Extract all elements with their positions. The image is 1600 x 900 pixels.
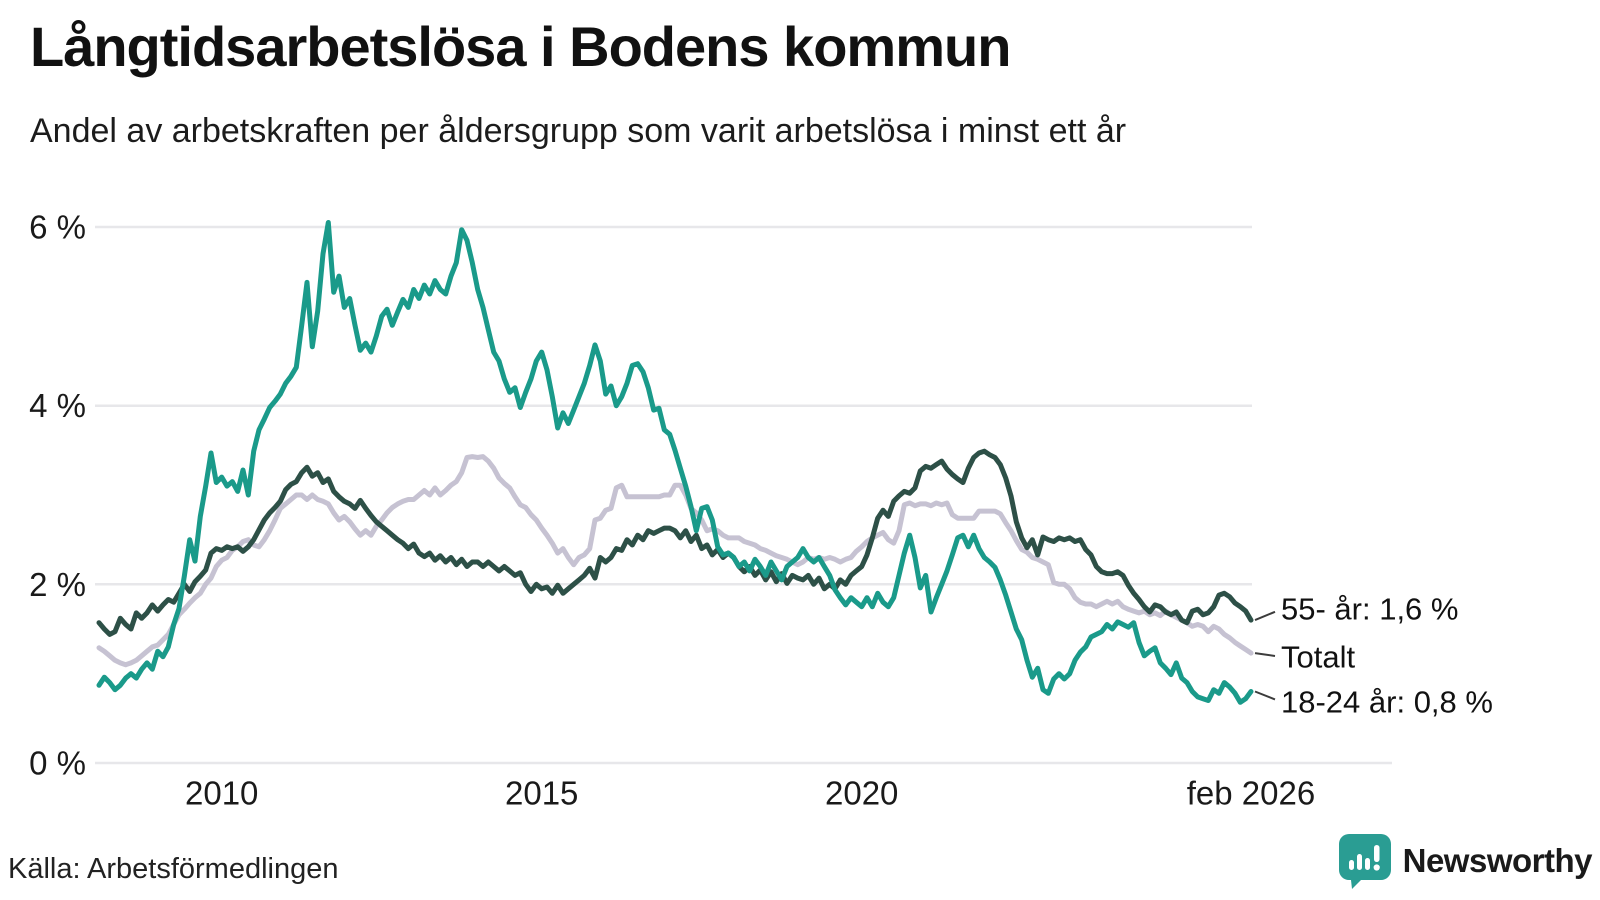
y-axis-label-4pct: 4 % xyxy=(29,387,86,424)
series-line-55-ar xyxy=(96,448,1254,637)
x-axis-label: 2015 xyxy=(505,775,578,812)
source-note: Källa: Arbetsförmedlingen xyxy=(8,853,339,885)
y-axis-label-2pct: 2 % xyxy=(29,566,86,603)
chart-subtitle: Andel av arbetskraften per åldersgrupp s… xyxy=(30,112,1127,150)
y-axis-label-6pct: 6 % xyxy=(29,209,86,246)
label-connector-totalt xyxy=(1254,652,1276,657)
x-axis-label: feb 2026 xyxy=(1187,775,1315,812)
y-axis-label-0pct: 0 % xyxy=(29,745,86,782)
brand-name: Newsworthy xyxy=(1402,842,1593,879)
label-connector-55-ar xyxy=(1254,610,1276,622)
bar-chart-glyph xyxy=(1348,845,1380,871)
series-end-label-totalt: Totalt xyxy=(1281,640,1355,675)
x-axis-label: 2010 xyxy=(185,775,258,812)
label-connector-18-24-ar xyxy=(1254,690,1276,701)
newsworthy-icon xyxy=(1338,834,1391,889)
page-title: Långtidsarbetslösa i Bodens kommun xyxy=(30,15,1011,78)
series-end-label-55-ar: 55- år: 1,6 % xyxy=(1281,592,1458,627)
line-chart: 0 % 2 % 4 % 6 % 2010 2015 2020 feb 2026 Totalt 55… xyxy=(29,209,1493,812)
series-end-label-18-24-ar: 18-24 år: 0,8 % xyxy=(1281,685,1493,720)
brand-logo: Newsworthy xyxy=(1337,832,1593,890)
x-axis-label: 2020 xyxy=(825,775,898,812)
series-line-18-24-ar xyxy=(96,220,1254,705)
series-line-totalt xyxy=(96,454,1254,668)
